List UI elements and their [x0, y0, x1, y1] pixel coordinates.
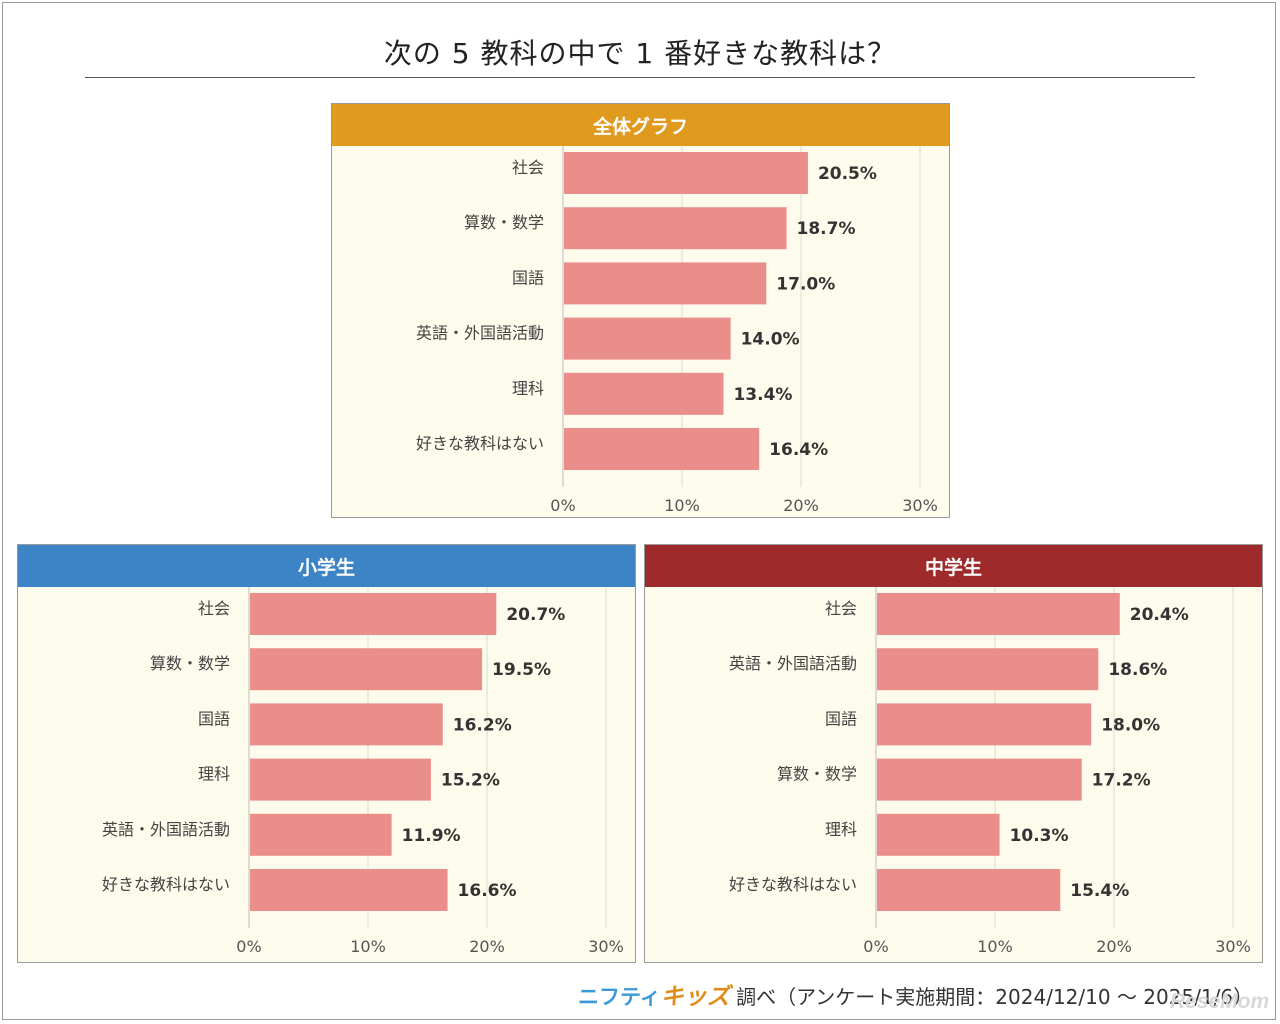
value-label: 18.0% — [1101, 715, 1160, 735]
x-tick-label: 10% — [977, 937, 1013, 956]
bar-junior-high-4 — [877, 813, 1000, 856]
bar-elementary-4 — [250, 813, 392, 856]
value-label: 15.4% — [1070, 881, 1129, 901]
bar-junior-high-0 — [877, 593, 1120, 635]
category-label: 算数・数学 — [150, 654, 230, 673]
category-label: 社会 — [825, 599, 857, 618]
x-tick-label: 30% — [1215, 937, 1251, 956]
x-tick-label: 20% — [1096, 937, 1132, 956]
value-label: 18.6% — [1108, 660, 1167, 680]
page-title: 次の 5 教科の中で 1 番好きな教科は？ — [383, 37, 897, 70]
value-label: 17.0% — [776, 274, 835, 294]
value-label: 20.4% — [1130, 605, 1189, 625]
category-label: 英語・外国語活動 — [729, 654, 857, 673]
category-label: 国語 — [512, 268, 544, 287]
chart-header-elementary: 小学生 — [18, 545, 635, 587]
category-label: 好きな教科はない — [102, 875, 230, 894]
x-tick-label: 0% — [550, 496, 575, 515]
title-divider — [85, 77, 1195, 78]
chart-panel-overall: 全体グラフ 0% 10% 20% 30% 社会 20.5% 算数・数学 18.7% 国語 17.0… — [331, 103, 950, 518]
chart-overall: 0% 10% 20% 30% 社会 20.5% 算数・数学 18.7% 国語 17.0% 英語・外国… — [416, 146, 938, 515]
value-label: 17.2% — [1092, 771, 1151, 791]
category-label: 理科 — [198, 765, 230, 784]
chart-header-junior-high: 中学生 — [645, 545, 1262, 587]
bar-elementary-5 — [250, 869, 448, 911]
x-tick-label: 10% — [350, 937, 386, 956]
category-label: 英語・外国語活動 — [102, 820, 230, 839]
value-label: 10.3% — [1010, 826, 1069, 846]
x-tick-label: 20% — [469, 937, 505, 956]
value-label: 14.0% — [741, 330, 800, 350]
value-label: 13.4% — [733, 385, 792, 405]
category-label: 算数・数学 — [777, 765, 857, 784]
bar-overall-1 — [564, 207, 787, 250]
source-text: 調べ（アンケート実施期間：2024/12/10 ～ 2025/1/6） — [736, 985, 1254, 1009]
bar-elementary-1 — [250, 648, 483, 691]
bar-junior-high-5 — [877, 869, 1061, 911]
chart-header-overall: 全体グラフ — [332, 104, 949, 146]
chart-panel-junior-high: 中学生 0% 10% 20% 30% 社会 20.4% 英語・外国語活動 18.6% 国語 18.… — [644, 544, 1263, 963]
brand-nifty: ニフティ — [578, 985, 661, 1009]
bar-overall-0 — [564, 152, 808, 194]
bar-overall-5 — [564, 428, 760, 470]
bar-elementary-2 — [250, 703, 443, 746]
bar-junior-high-3 — [877, 758, 1082, 801]
chart-elementary: 0% 10% 20% 30% 社会 20.7% 算数・数学 19.5% 国語 16.2% 理科 15.… — [102, 587, 624, 956]
x-tick-label: 10% — [664, 496, 700, 515]
category-label: 理科 — [825, 820, 857, 839]
x-tick-label: 30% — [588, 937, 624, 956]
bar-junior-high-1 — [877, 648, 1099, 691]
category-label: 好きな教科はない — [416, 434, 544, 453]
chart-panel-elementary: 小学生 0% 10% 20% 30% 社会 20.7% 算数・数学 19.5% 国語 16.2% 理… — [17, 544, 636, 963]
watermark-logo: ReseMom — [1170, 990, 1270, 1013]
value-label: 19.5% — [492, 660, 551, 680]
category-label: 好きな教科はない — [729, 875, 857, 894]
source-footer: ニフティキッズ 調べ（アンケート実施期間：2024/12/10 ～ 2025/1… — [578, 977, 1253, 1011]
bar-elementary-0 — [250, 593, 497, 635]
bar-overall-3 — [564, 317, 731, 360]
value-label: 18.7% — [797, 219, 856, 239]
value-label: 20.7% — [506, 605, 565, 625]
x-tick-label: 20% — [783, 496, 819, 515]
value-label: 20.5% — [818, 164, 877, 184]
bar-junior-high-2 — [877, 703, 1092, 746]
value-label: 16.4% — [769, 440, 828, 460]
category-label: 社会 — [198, 599, 230, 618]
x-tick-label: 0% — [236, 937, 261, 956]
value-label: 16.2% — [453, 715, 512, 735]
bar-overall-2 — [564, 262, 767, 305]
category-label: 社会 — [512, 158, 544, 177]
value-label: 15.2% — [441, 771, 500, 791]
category-label: 理科 — [512, 379, 544, 398]
category-label: 国語 — [825, 709, 857, 728]
category-label: 算数・数学 — [464, 213, 544, 232]
x-tick-label: 30% — [902, 496, 938, 515]
chart-junior-high: 0% 10% 20% 30% 社会 20.4% 英語・外国語活動 18.6% 国語 18.0% 算数… — [729, 587, 1251, 956]
bar-overall-4 — [564, 372, 724, 415]
category-label: 国語 — [198, 709, 230, 728]
value-label: 11.9% — [402, 826, 461, 846]
brand-kids: キッズ — [660, 984, 730, 1010]
x-tick-label: 0% — [863, 937, 888, 956]
bar-elementary-3 — [250, 758, 431, 801]
value-label: 16.6% — [458, 881, 517, 901]
category-label: 英語・外国語活動 — [416, 324, 544, 343]
